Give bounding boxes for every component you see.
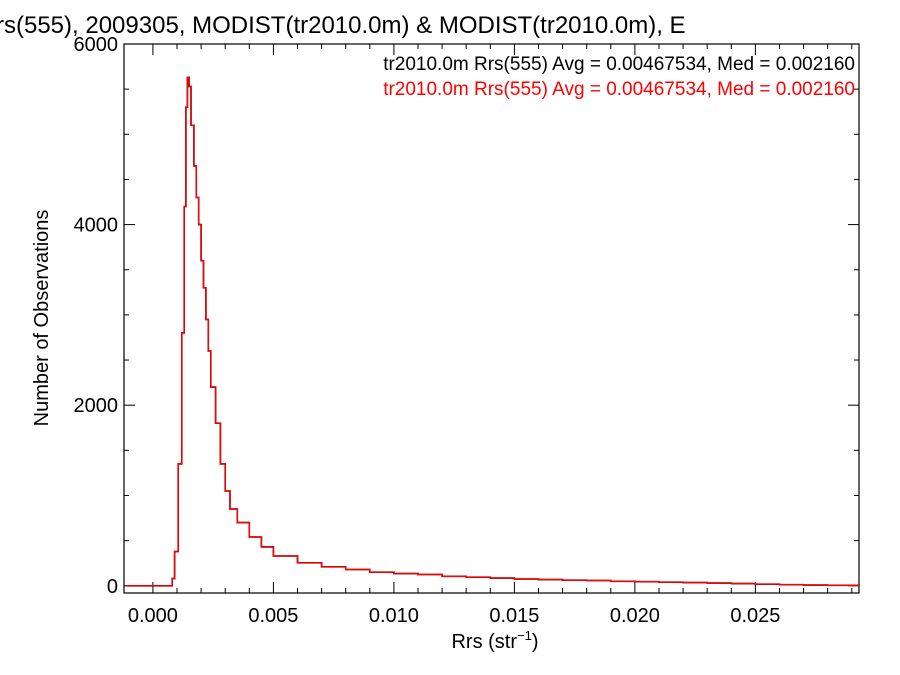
x-axis-label-superscript: −1: [517, 628, 532, 643]
x-axis-label: Rrs (str−1): [451, 628, 538, 653]
histogram-series-line-1: [126, 76, 860, 587]
series-layer: [126, 76, 860, 587]
x-axis: 0.000 0.005 0.010 0.015 0.020 0.025: [128, 44, 853, 627]
x-tick-label: 0.005: [248, 605, 298, 627]
x-tick-label: 0.025: [730, 605, 780, 627]
x-tick-label: 0.020: [610, 605, 660, 627]
x-axis-label-text: Rrs (str: [451, 631, 517, 653]
legend-entry-black: tr2010.0m Rrs(555) Avg = 0.00467534, Med…: [383, 54, 855, 75]
x-tick-label: 0.000: [128, 605, 178, 627]
x-axis-label-close: ): [532, 631, 539, 653]
y-tick-label: 4000: [74, 215, 119, 237]
legend-entry-red: tr2010.0m Rrs(555) Avg = 0.00467534, Med…: [383, 79, 855, 100]
x-tick-label: 0.015: [489, 605, 539, 627]
y-tick-label: 2000: [74, 395, 119, 417]
y-tick-label: 6000: [74, 34, 119, 56]
y-axis-label: Number of Observations: [31, 210, 53, 427]
y-tick-label: 0: [107, 576, 118, 598]
chart-title: rs(555), 2009305, MODIST(tr2010.0m) & MO…: [0, 12, 686, 39]
plot-frame: [123, 43, 860, 594]
y-axis: 0 2000 4000 6000: [74, 34, 859, 598]
x-tick-label: 0.010: [369, 605, 419, 627]
